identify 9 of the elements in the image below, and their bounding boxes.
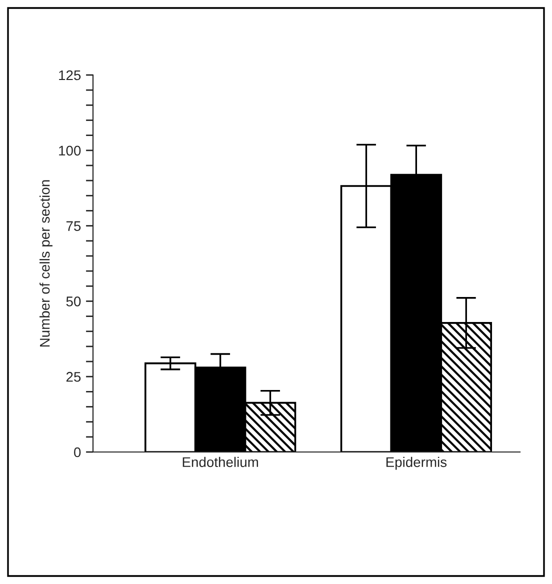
y-tick-label: 100 [59, 146, 81, 156]
y-tick-label: 25 [66, 372, 81, 382]
y-tick-label: 125 [59, 70, 81, 80]
y-axis-title: Number of cells per section [40, 180, 52, 346]
x-tick-label: Epidermis [386, 456, 447, 470]
y-tick-label: 50 [66, 296, 81, 306]
y-tick-label: 75 [66, 221, 81, 231]
x-tick-label: Endothelium [182, 456, 258, 468]
y-tick-label: 0 [74, 447, 81, 458]
